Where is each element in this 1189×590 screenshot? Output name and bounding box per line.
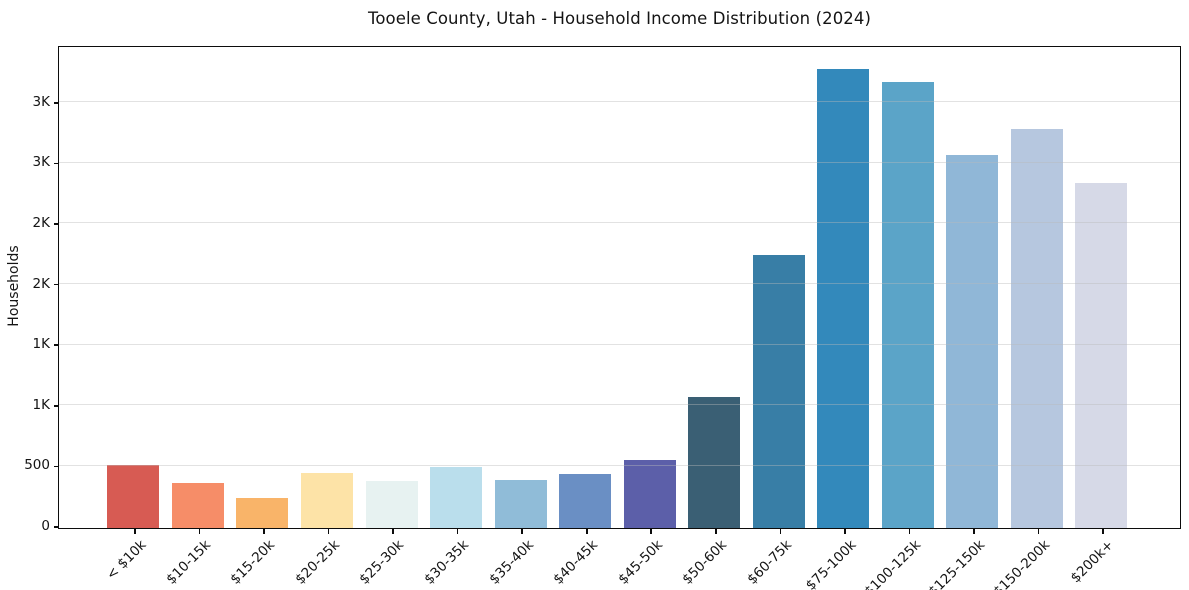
y-tick-label: 500 — [24, 457, 50, 474]
bar — [1075, 183, 1128, 528]
x-tick-mark — [456, 528, 459, 534]
bar — [752, 255, 805, 528]
x-tick-label: $125-150k — [925, 537, 989, 590]
gridline — [59, 161, 1180, 163]
y-tick-label: 1K — [32, 336, 50, 353]
x-tick-label: $45-50k — [614, 537, 666, 588]
bar — [881, 81, 934, 528]
bar — [107, 464, 160, 528]
gridline — [59, 222, 1180, 224]
x-tick-mark — [908, 528, 911, 534]
chart-title: Tooele County, Utah - Household Income D… — [367, 9, 872, 28]
x-tick-mark — [973, 528, 975, 534]
x-tick-label: $100-125k — [860, 537, 924, 590]
x-tick-label: $15-20k — [227, 537, 279, 588]
x-tick-label: $60-75k — [743, 537, 795, 588]
y-tick-label: 2K — [32, 214, 50, 231]
x-tick-mark — [585, 528, 588, 534]
bar — [494, 479, 547, 528]
y-tick-label: 2K — [32, 275, 50, 292]
x-tick-mark — [134, 528, 136, 534]
gridline — [59, 343, 1180, 345]
bar — [1010, 129, 1063, 528]
bar — [236, 497, 289, 528]
x-tick-label: $50-60k — [679, 537, 731, 588]
plot-area — [58, 46, 1181, 529]
y-tick-mark — [54, 101, 59, 104]
y-tick-label: 3K — [32, 154, 50, 171]
x-tick-label: $35-40k — [485, 537, 537, 588]
gridline — [59, 464, 1180, 466]
bar — [946, 154, 999, 528]
bar — [365, 480, 418, 528]
y-tick-mark — [54, 283, 59, 286]
gridline — [59, 282, 1180, 284]
x-tick-label: $25-30k — [356, 537, 408, 588]
y-tick-label: 1K — [32, 396, 50, 413]
y-tick-label: 0 — [41, 518, 50, 534]
x-tick-mark — [327, 528, 330, 534]
y-tick-mark — [54, 344, 59, 346]
gridline — [59, 101, 1180, 103]
x-tick-label: $150-200k — [989, 537, 1053, 590]
x-tick-mark — [1102, 528, 1104, 534]
bar — [688, 397, 741, 528]
x-tick-label: $200k+ — [1068, 537, 1118, 587]
x-tick-label: $20-25k — [292, 537, 343, 588]
x-tick-mark — [198, 528, 201, 534]
bar — [623, 459, 676, 528]
x-tick-label: $40-45k — [550, 537, 602, 588]
bar — [559, 474, 612, 528]
gridline — [59, 404, 1180, 406]
y-tick-mark — [54, 162, 59, 165]
x-tick-mark — [1037, 528, 1040, 534]
bar — [171, 482, 224, 528]
y-tick-label: 3K — [32, 93, 50, 110]
x-tick-label: $10-15k — [163, 537, 214, 588]
x-tick-mark — [392, 528, 394, 534]
y-tick-mark — [54, 223, 59, 225]
x-tick-mark — [844, 528, 846, 534]
y-tick-mark — [54, 404, 59, 407]
bar — [300, 473, 353, 528]
x-tick-mark — [263, 528, 265, 534]
x-tick-mark — [521, 528, 523, 534]
bar — [430, 466, 483, 528]
bar — [817, 68, 870, 528]
x-tick-mark — [779, 528, 782, 534]
x-tick-label: $75-100k — [802, 537, 860, 590]
x-tick-label: < $10k — [103, 537, 150, 584]
y-tick-mark — [54, 465, 59, 468]
x-tick-label: $30-35k — [421, 537, 472, 588]
y-tick-mark — [54, 526, 59, 528]
x-tick-mark — [714, 528, 717, 534]
x-tick-mark — [650, 528, 653, 534]
